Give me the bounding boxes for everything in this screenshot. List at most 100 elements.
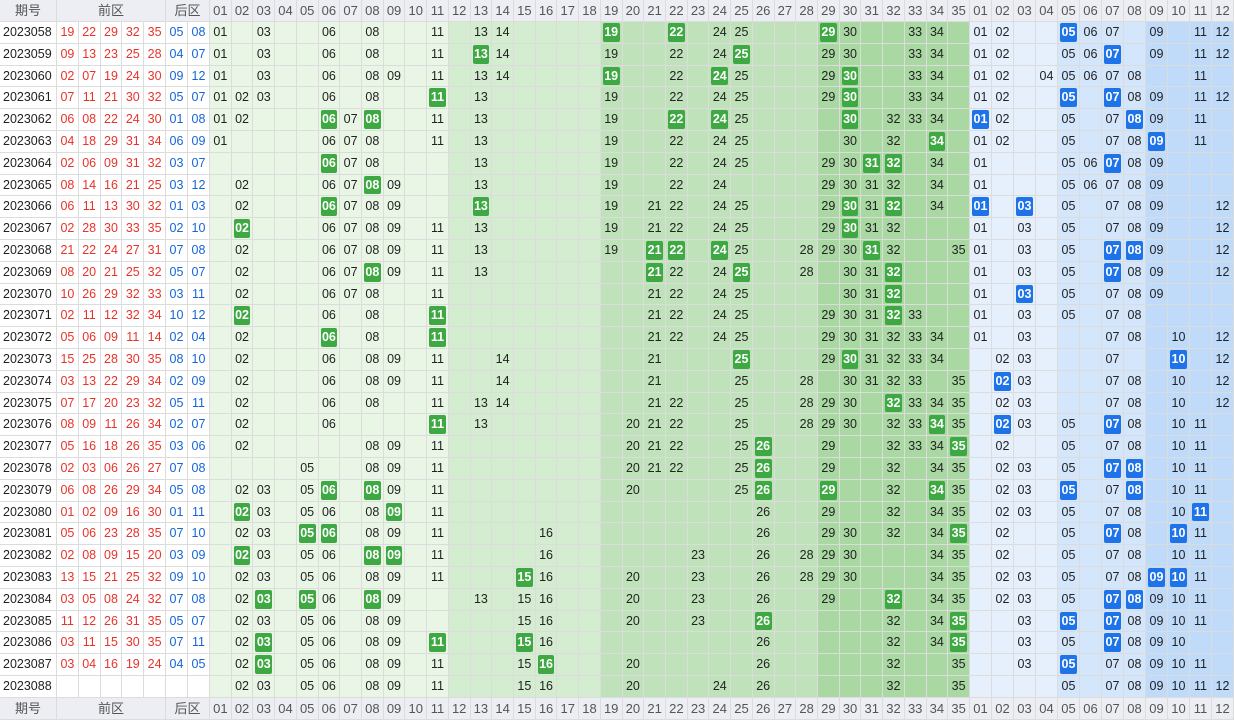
front-zone-cell	[448, 87, 471, 110]
front-zone-cell	[622, 632, 645, 655]
front-zone-cell	[210, 305, 232, 328]
front-zone-cell	[470, 545, 493, 567]
back-zone-cell: 03	[1014, 327, 1036, 349]
back-zone-cell	[1080, 261, 1102, 284]
front-zone-cell	[796, 218, 818, 240]
front-zone-cell	[796, 632, 818, 655]
front-zone-cell: 30	[839, 414, 862, 437]
front-zone-cell	[904, 567, 927, 589]
front-hit-cell: 11	[427, 414, 449, 437]
front-zone-cell: 32	[883, 479, 905, 502]
back-hit-ball: 07	[1104, 415, 1121, 435]
front-zone-cell	[579, 87, 601, 110]
front-zone-cell: 30	[839, 283, 862, 306]
front-zone-cell	[796, 458, 818, 480]
front-zone-cell: 07	[340, 152, 362, 175]
front-draw-number: 05	[57, 327, 79, 349]
back-zone-cell: 05	[1058, 283, 1080, 306]
back-draw-number: 09	[188, 545, 210, 567]
front-zone-cell	[405, 109, 428, 131]
back-zone-cell: 08	[1124, 436, 1146, 458]
back-zone-cell: 05	[1058, 152, 1080, 175]
front-zone-cell: 33	[904, 392, 927, 415]
front-zone-cell	[622, 261, 645, 284]
front-zone-cell	[470, 610, 493, 633]
period-cell: 2023070	[0, 283, 57, 306]
back-hit-ball: 05	[1060, 88, 1077, 108]
front-zone-cell: 24	[709, 43, 732, 66]
front-zone-cell: 25	[731, 283, 753, 306]
front-zone-cell: 29	[818, 174, 840, 197]
front-zone-cell	[579, 567, 601, 589]
front-draw-number: 09	[100, 501, 123, 524]
back-zone-cell: 07	[1102, 545, 1124, 567]
front-zone-cell	[926, 676, 949, 698]
front-zone-cell	[579, 152, 601, 175]
back-zone-cell	[970, 654, 992, 676]
front-zone-cell	[492, 305, 514, 328]
front-zone-cell: 25	[731, 87, 753, 110]
front-zone-cell	[448, 370, 471, 393]
front-zone-cell: 13	[470, 414, 493, 437]
front-zone-cell	[579, 109, 601, 131]
front-draw-number: 21	[57, 240, 79, 262]
back-hit-cell: 03	[1014, 196, 1036, 219]
front-draw-number: 11	[78, 196, 101, 219]
front-zone-cell: 07	[340, 131, 362, 153]
front-draw-number: 20	[144, 545, 166, 567]
front-zone-cell	[340, 87, 362, 110]
front-zone-cell: 30	[839, 370, 862, 393]
back-zone-cell: 02	[992, 479, 1014, 502]
front-zone-cell	[666, 545, 688, 567]
front-zone-cell	[210, 501, 232, 524]
front-zone-cell	[818, 283, 840, 306]
back-hit-ball: 07	[1104, 88, 1121, 108]
front-zone-cell	[470, 676, 493, 698]
back-zone-cell	[1036, 305, 1058, 328]
back-zone-cell	[1036, 654, 1058, 676]
back-zone-cell: 03	[1014, 261, 1036, 284]
back-zone-cell	[1080, 240, 1102, 262]
front-zone-cell	[622, 545, 645, 567]
front-draw-number: 32	[144, 567, 166, 589]
front-draw-number: 32	[144, 261, 166, 284]
back-zone-cell	[1058, 349, 1080, 371]
front-zone-cell: 08	[362, 218, 384, 240]
back-hit-ball: 01	[972, 110, 989, 129]
period-cell: 2023077	[0, 436, 57, 458]
front-hit-cell: 02	[231, 501, 254, 524]
back-zone-cell: 05	[1058, 261, 1080, 284]
front-zone-cell: 25	[731, 327, 753, 349]
header-front-col: 31	[861, 0, 884, 22]
front-draw-number: 08	[78, 109, 101, 131]
front-zone-cell: 13	[470, 131, 493, 153]
front-zone-cell: 08	[362, 131, 384, 153]
front-zone-cell	[774, 43, 797, 66]
front-zone-cell	[383, 22, 406, 44]
back-draw-number: 05	[166, 392, 188, 415]
front-zone-cell: 02	[231, 392, 254, 415]
back-draw-number: 03	[166, 152, 188, 175]
back-zone-cell: 09	[1146, 196, 1168, 219]
front-zone-cell: 31	[861, 305, 884, 328]
front-zone-cell	[470, 479, 493, 502]
front-zone-cell: 24	[709, 676, 732, 698]
back-zone-cell: 10	[1168, 654, 1190, 676]
front-draw-number: 32	[122, 22, 145, 44]
back-zone-cell	[970, 632, 992, 655]
back-zone-cell	[1080, 676, 1102, 698]
front-zone-cell	[448, 43, 471, 66]
front-draw-number: 18	[78, 131, 101, 153]
front-zone-cell	[340, 349, 362, 371]
front-zone-cell: 30	[839, 523, 862, 546]
front-zone-cell	[796, 479, 818, 502]
back-zone-cell	[1168, 109, 1190, 131]
front-zone-cell: 26	[752, 632, 775, 655]
front-zone-cell	[839, 501, 862, 524]
back-zone-cell: 05	[1058, 632, 1080, 655]
front-zone-cell: 11	[427, 22, 449, 44]
front-zone-cell	[448, 349, 471, 371]
front-zone-cell	[275, 218, 297, 240]
front-zone-cell	[926, 261, 949, 284]
